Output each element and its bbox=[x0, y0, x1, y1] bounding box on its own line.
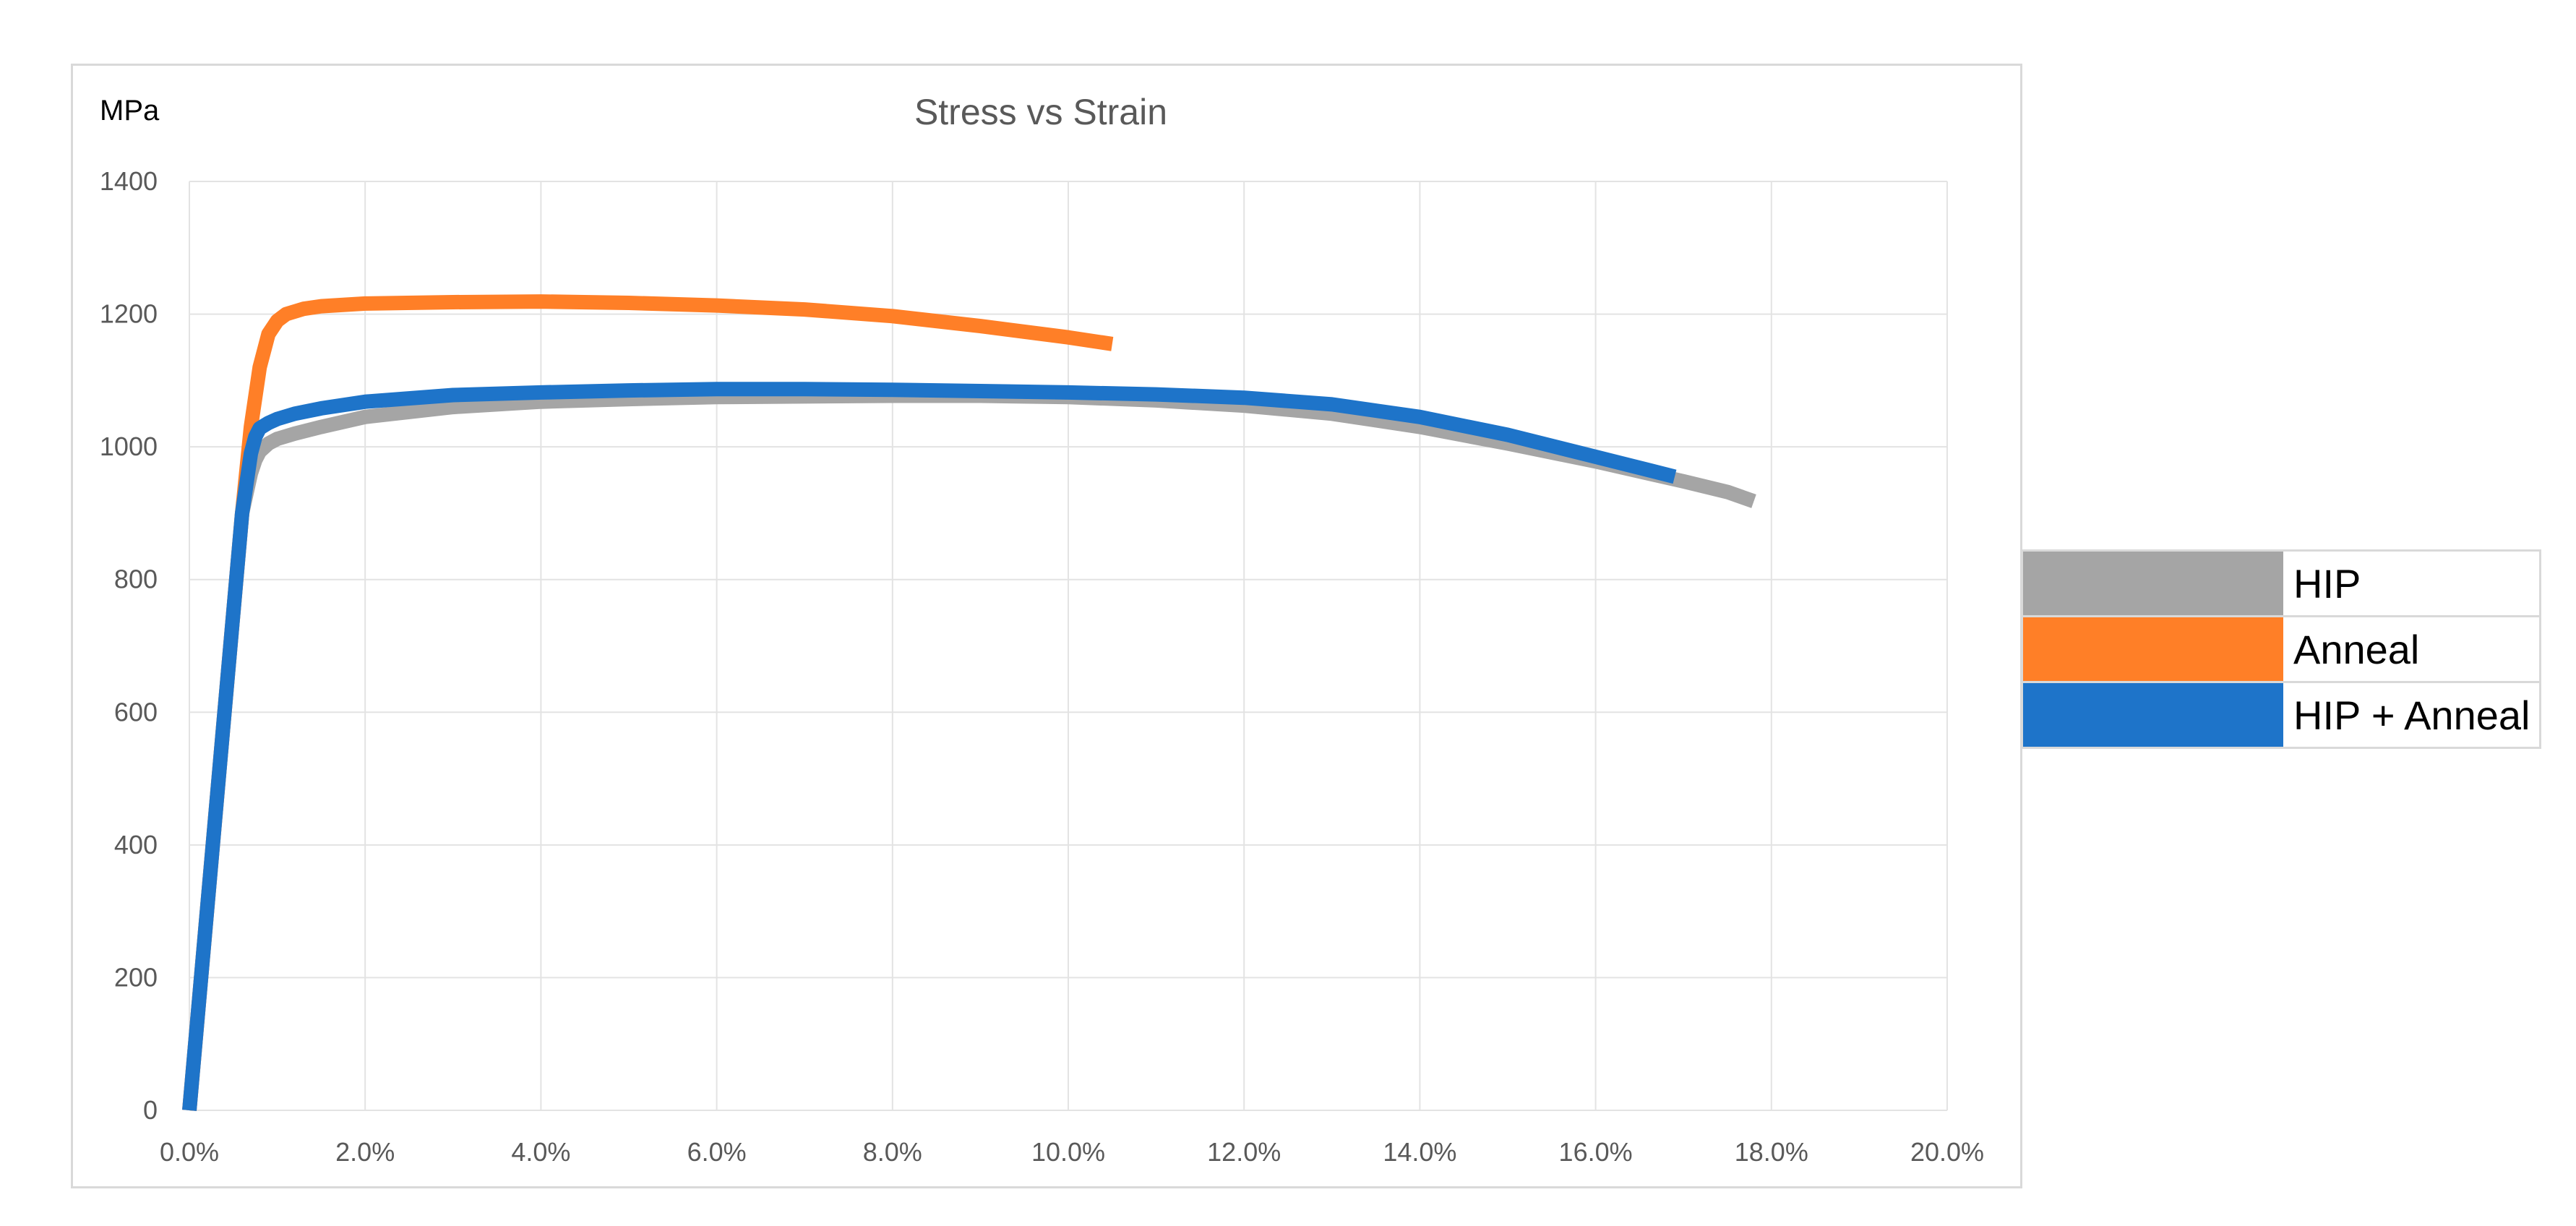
series-line-hip bbox=[182, 388, 1756, 1111]
chart-title: Stress vs Strain bbox=[914, 92, 1167, 132]
legend-label-anneal: Anneal bbox=[2293, 626, 2420, 672]
x-tick-label: 20.0% bbox=[1910, 1137, 1984, 1167]
y-tick-label: 800 bbox=[114, 565, 158, 594]
y-tick-label: 400 bbox=[114, 830, 158, 860]
legend: HIP Anneal HIP + Anneal bbox=[2021, 549, 2541, 749]
y-tick-label: 600 bbox=[114, 697, 158, 726]
legend-item-hip: HIP bbox=[2023, 552, 2539, 617]
y-tick-label: 1400 bbox=[100, 166, 158, 196]
x-tick-label: 8.0% bbox=[863, 1137, 922, 1167]
x-tick-label: 2.0% bbox=[335, 1137, 395, 1167]
series-lines bbox=[182, 294, 1756, 1111]
y-tick-label: 0 bbox=[143, 1095, 158, 1125]
y-axis-unit-label: MPa bbox=[100, 95, 160, 127]
legend-label-hip-anneal: HIP + Anneal bbox=[2293, 692, 2530, 738]
legend-swatch-anneal bbox=[2023, 617, 2283, 681]
x-tick-label: 10.0% bbox=[1031, 1137, 1105, 1167]
legend-label-hip: HIP bbox=[2293, 560, 2361, 606]
y-tick-label: 1000 bbox=[100, 432, 158, 461]
grid bbox=[189, 181, 1948, 1111]
legend-swatch-hip-anneal bbox=[2023, 683, 2283, 747]
y-tick-label: 200 bbox=[114, 962, 158, 992]
legend-item-anneal: Anneal bbox=[2023, 617, 2539, 683]
legend-item-hip-anneal: HIP + Anneal bbox=[2023, 683, 2539, 747]
y-tick-label: 1200 bbox=[100, 299, 158, 329]
series-line-hip-anneal bbox=[182, 382, 1677, 1111]
x-tick-label: 16.0% bbox=[1559, 1137, 1633, 1167]
legend-swatch-hip bbox=[2023, 552, 2283, 615]
axis-tick-labels: 0 200 400 600 800 1000 1200 1400 0.0% 2.0% 4.0% 6.0… bbox=[100, 166, 1984, 1167]
x-tick-label: 4.0% bbox=[511, 1137, 570, 1167]
x-tick-label: 0.0% bbox=[160, 1137, 219, 1167]
x-tick-label: 6.0% bbox=[687, 1137, 747, 1167]
x-tick-label: 12.0% bbox=[1207, 1137, 1281, 1167]
x-tick-label: 18.0% bbox=[1735, 1137, 1808, 1167]
chart-area bbox=[71, 64, 2022, 1188]
x-tick-label: 14.0% bbox=[1383, 1137, 1456, 1167]
